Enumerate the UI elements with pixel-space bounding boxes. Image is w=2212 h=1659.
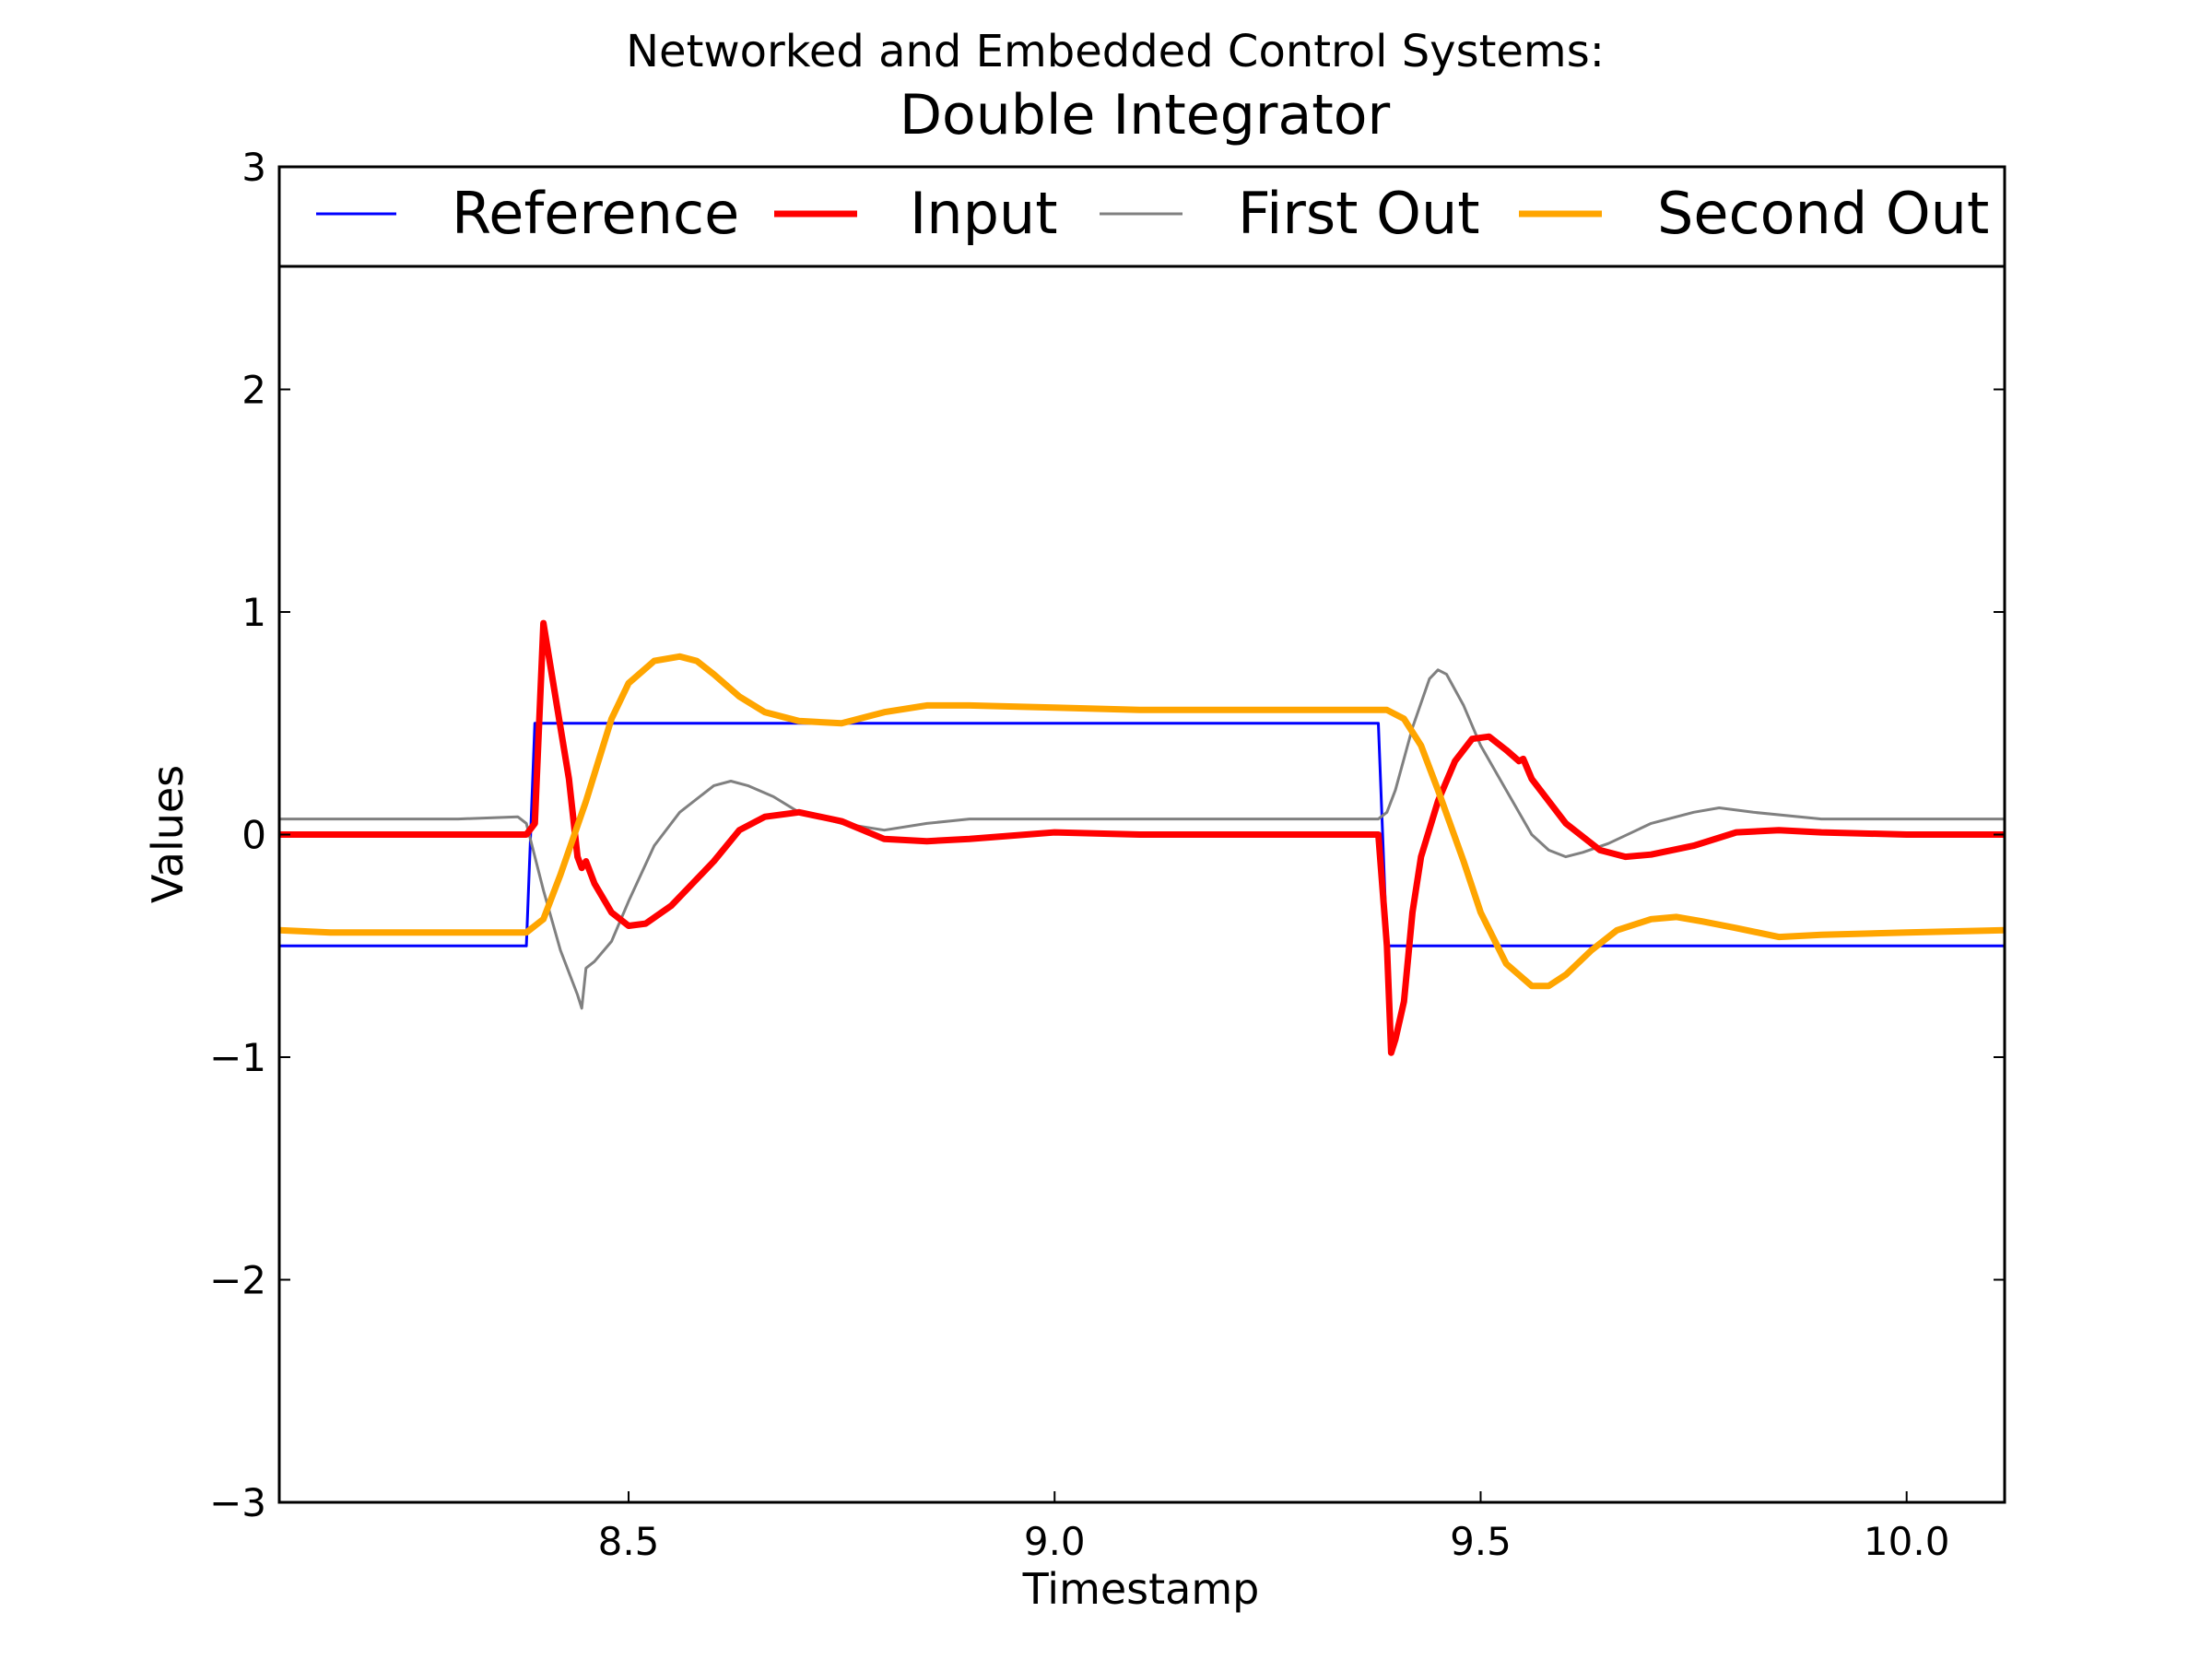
y-axis-label: Values bbox=[143, 765, 193, 903]
legend-label-first-out: First Out bbox=[1238, 180, 1480, 247]
y-tick-label: −1 bbox=[209, 1035, 266, 1080]
y-tick-label: 1 bbox=[241, 590, 266, 635]
series-layer bbox=[279, 619, 2005, 1056]
legend-box bbox=[277, 165, 2006, 268]
y-tick-label: 2 bbox=[241, 368, 266, 413]
x-tick-label: 8.5 bbox=[598, 1519, 660, 1564]
legend: Reference Input First Out Second Out bbox=[277, 165, 2006, 268]
y-tick-label: −2 bbox=[209, 1258, 266, 1303]
legend-label-second-out: Second Out bbox=[1657, 180, 1989, 247]
chart-suptitle: Networked and Embedded Control Systems: bbox=[626, 26, 1605, 77]
chart-title: Double Integrator bbox=[900, 83, 1391, 147]
ticks-layer: 8.5 9.0 9.5 10.0 −3 −2 −1 0 1 2 3 bbox=[209, 145, 2005, 1564]
x-axis-label: Timestamp bbox=[1022, 1564, 1260, 1614]
series-line-second-out bbox=[279, 653, 2005, 990]
series-line-input bbox=[279, 619, 2005, 1056]
x-tick-label: 9.0 bbox=[1024, 1519, 1086, 1564]
y-tick-label: −3 bbox=[209, 1480, 266, 1525]
x-tick-label: 9.5 bbox=[1450, 1519, 1512, 1564]
y-tick-label: 3 bbox=[241, 145, 266, 190]
series-line-first-out bbox=[279, 668, 2005, 1010]
legend-label-reference: Reference bbox=[452, 180, 739, 247]
legend-label-input: Input bbox=[910, 180, 1058, 247]
series-line-reference bbox=[279, 722, 2005, 947]
x-tick-label: 10.0 bbox=[1864, 1519, 1950, 1564]
y-tick-label: 0 bbox=[241, 813, 266, 858]
